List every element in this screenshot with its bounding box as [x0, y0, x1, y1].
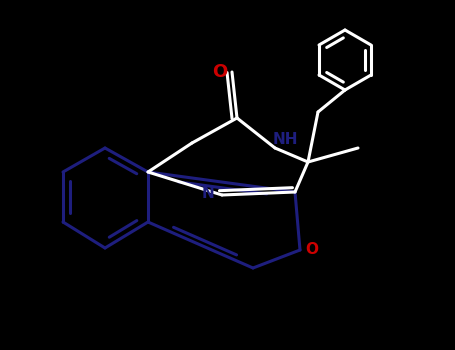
Text: N: N — [202, 186, 214, 201]
Text: O: O — [212, 63, 228, 81]
Text: O: O — [305, 243, 318, 258]
Text: NH: NH — [272, 133, 298, 147]
